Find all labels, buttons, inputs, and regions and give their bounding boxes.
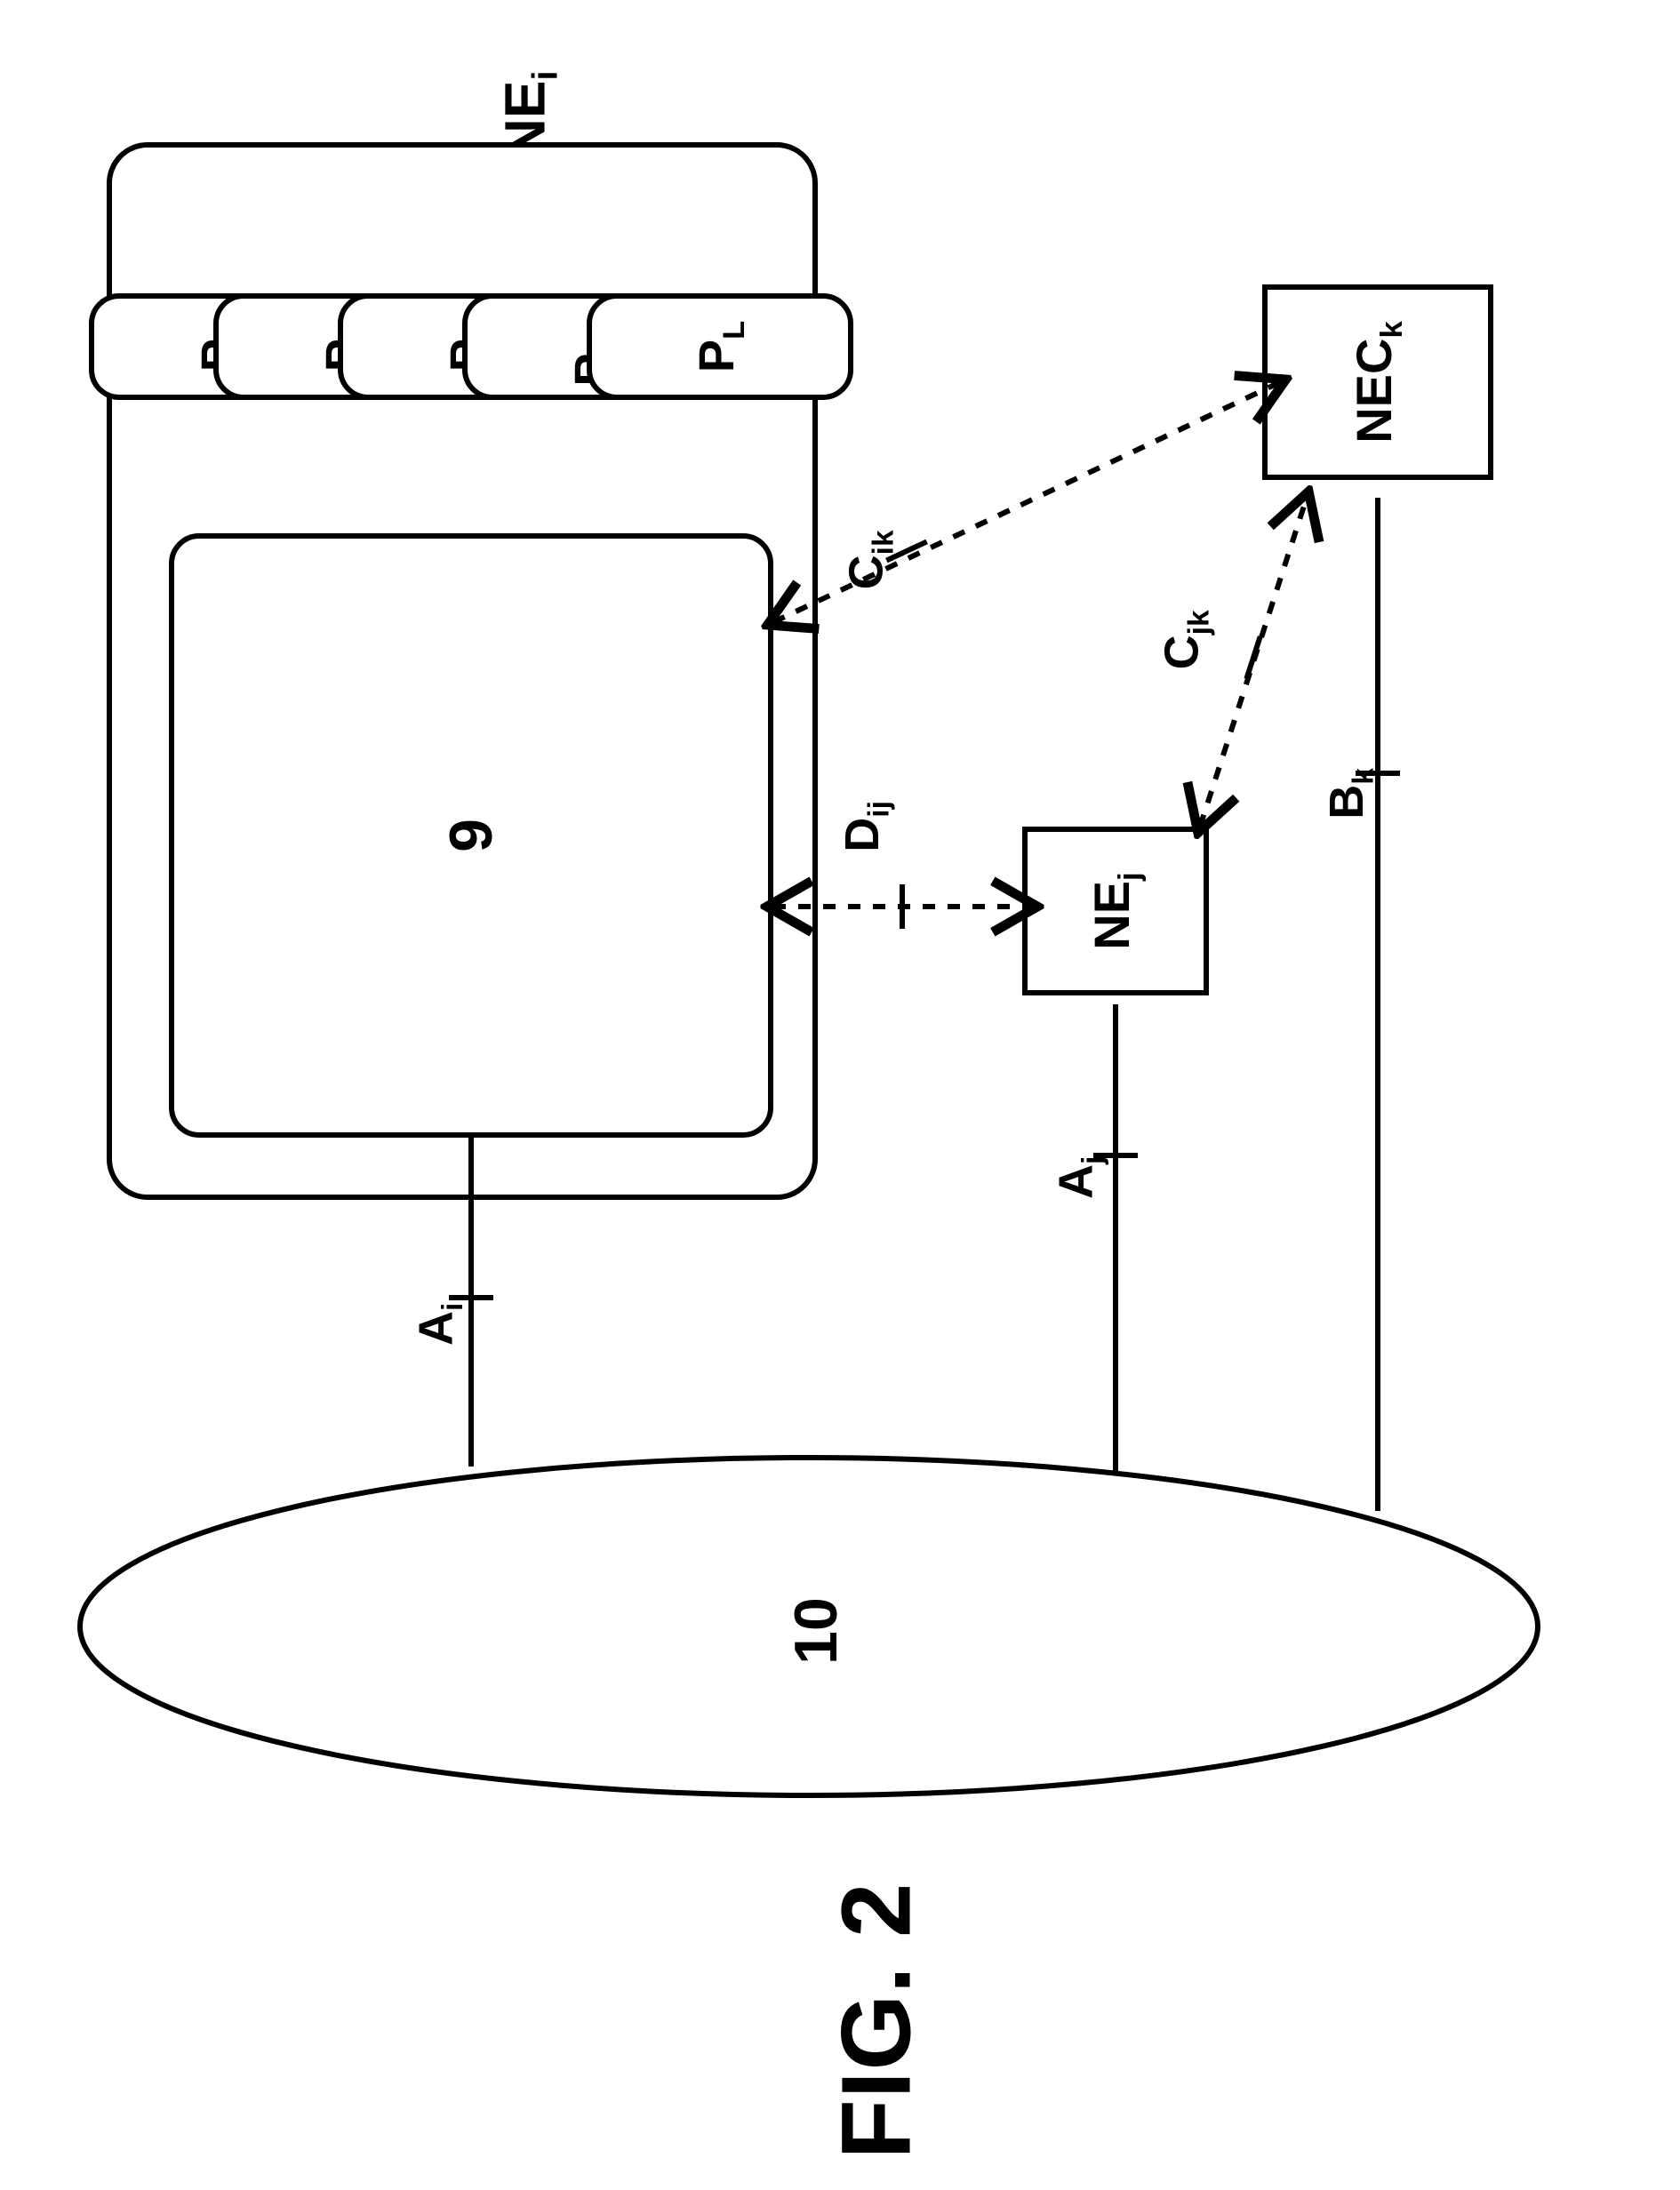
label-cjk: Cjk [1155, 610, 1217, 669]
neck-label: NECk [1345, 321, 1410, 444]
block-9-label: 9 [436, 819, 506, 852]
nej-label: NEj [1083, 872, 1148, 949]
block-9: 9 [169, 533, 773, 1138]
neck-box: NECk [1262, 284, 1493, 480]
label-aj: Aj [1048, 1156, 1110, 1199]
ellipse-10-label: 10 [781, 1597, 851, 1665]
label-dij: Dij [835, 801, 897, 852]
label-cik: Cik [839, 530, 901, 589]
nej-box: NEj [1022, 827, 1209, 995]
diagram-canvas: NEi P1 P2 P3 PL-1 PL 9 NEj NECk [0, 0, 1680, 2190]
label-bk: Bk [1319, 768, 1381, 819]
figure-caption: FIG. 2 [820, 1882, 932, 2160]
label-ai: Ai [408, 1303, 470, 1346]
ellipse-10-label-text: 10 [782, 1597, 850, 1665]
pl-label: PL [687, 321, 752, 373]
pl-box: PL [587, 293, 853, 400]
figure-caption-text: FIG. 2 [821, 1882, 931, 2160]
